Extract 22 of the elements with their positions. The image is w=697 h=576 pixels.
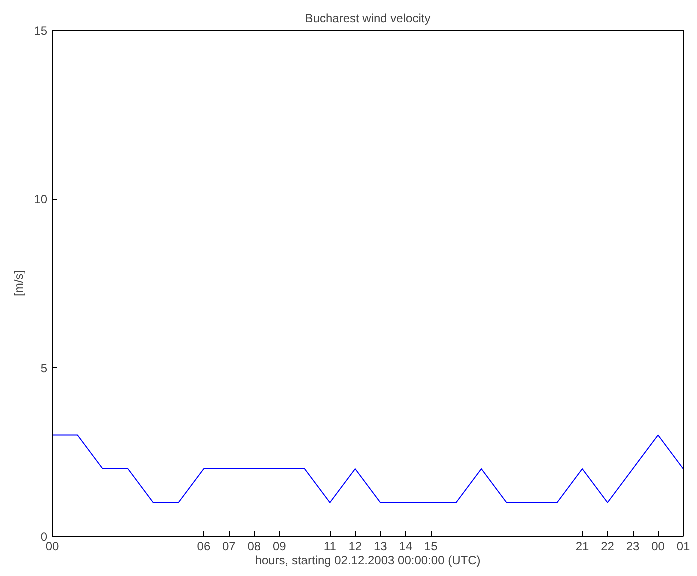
x-tick-label: 06 <box>197 540 211 554</box>
x-tick-label: 09 <box>272 540 287 554</box>
x-tick-label: 07 <box>222 540 236 554</box>
y-tick-label: 5 <box>40 361 48 376</box>
x-tick-label: 21 <box>576 540 590 554</box>
x-tick-label: 14 <box>399 540 413 554</box>
y-tick-label: 10 <box>34 192 48 207</box>
x-tick-label: 13 <box>374 540 388 554</box>
x-tick-label: 23 <box>626 540 640 554</box>
x-axis-title: hours, starting 02.12.2003 00:00:00 (UTC) <box>255 554 481 568</box>
x-tick-label: 00 <box>46 540 60 554</box>
x-tick-label: 12 <box>348 540 362 554</box>
x-tick-label: 11 <box>324 540 337 554</box>
x-tick-label: 15 <box>424 540 438 554</box>
x-tick-label: 00 <box>652 540 666 554</box>
x-tick-label: 08 <box>248 540 262 554</box>
x-tick-label: 01 <box>676 540 690 554</box>
y-tick-label: 15 <box>34 24 48 38</box>
y-tick-label: 0 <box>40 530 48 544</box>
chart-title: Bucharest wind velocity <box>305 12 431 26</box>
y-axis-title: [m/s] <box>12 270 26 296</box>
x-tick-label: 22 <box>601 540 615 554</box>
